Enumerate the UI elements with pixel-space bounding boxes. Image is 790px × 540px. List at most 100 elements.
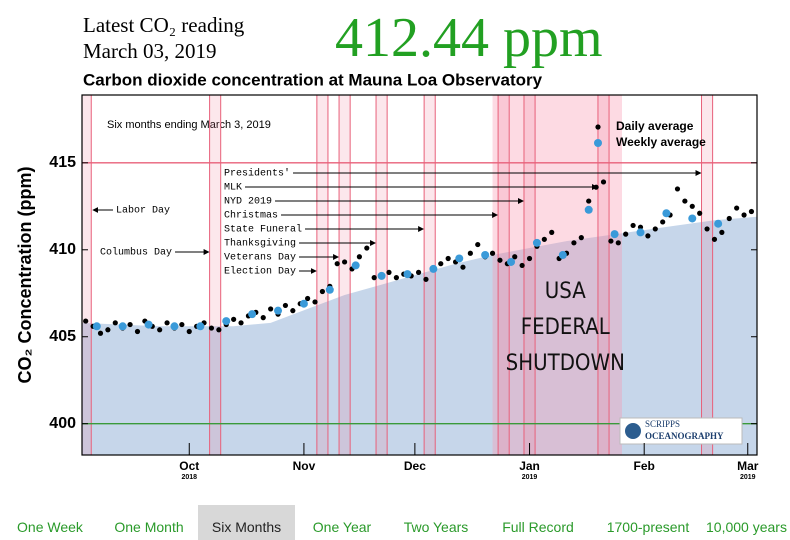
holiday-band — [338, 95, 351, 455]
daily-point — [689, 203, 695, 209]
daily-point — [438, 261, 444, 267]
x-tick-label: Feb — [634, 459, 655, 473]
weekly-point — [532, 238, 541, 247]
holiday-fill — [424, 95, 436, 455]
daily-point — [164, 320, 170, 326]
weekly-point — [429, 264, 438, 273]
holiday-fill — [316, 95, 328, 455]
daily-point — [356, 254, 362, 260]
x-tick-label: Dec — [404, 459, 426, 473]
daily-point — [157, 327, 163, 333]
daily-point — [674, 186, 681, 192]
daily-point — [475, 241, 481, 248]
chart-title: Carbon dioxide concentration at Mauna Lo… — [83, 70, 543, 89]
daily-point — [415, 269, 422, 275]
holiday-label: Thanksgiving — [224, 238, 296, 250]
daily-point — [711, 236, 718, 242]
holiday-fill — [209, 95, 221, 455]
daily-point — [127, 321, 133, 328]
holiday-band — [316, 95, 329, 455]
weekly-point — [248, 310, 257, 319]
holiday-band — [423, 95, 436, 455]
daily-point — [571, 240, 577, 246]
y-tick-label: 405 — [49, 328, 76, 345]
daily-point — [600, 179, 607, 185]
daily-point — [697, 210, 703, 216]
logo-emblem — [625, 423, 641, 439]
weekly-point — [118, 322, 127, 331]
daily-point — [615, 240, 621, 246]
x-year-label: 2019 — [522, 474, 538, 481]
daily-point — [467, 250, 473, 256]
range-tab[interactable]: Full Record — [502, 519, 574, 535]
range-tab[interactable]: One Week — [17, 519, 83, 535]
baseline-area — [82, 216, 757, 455]
holiday-band — [82, 95, 92, 455]
x-tick-label: Nov — [293, 459, 316, 473]
weekly-point — [144, 320, 153, 329]
daily-point — [719, 229, 725, 235]
weekly-point — [222, 317, 231, 326]
range-tab[interactable]: One Year — [312, 519, 372, 535]
holiday-label: Labor Day — [116, 205, 170, 217]
shutdown-label: SHUTDOWN — [506, 351, 625, 376]
holiday-band — [497, 95, 510, 455]
daily-point — [652, 226, 658, 232]
daily-point — [105, 327, 111, 333]
holiday-fill — [701, 95, 713, 455]
daily-point — [282, 302, 289, 309]
holiday-label: State Funeral — [224, 224, 302, 236]
daily-point — [682, 198, 688, 204]
holiday-label: Columbus Day — [100, 247, 172, 259]
holiday-label: MLK — [224, 183, 242, 194]
range-tab[interactable]: 1700-present — [606, 519, 690, 535]
daily-point — [268, 306, 274, 312]
holiday-band — [701, 95, 714, 455]
chart: Latest CO₂ reading March 03, 2019 412.44… — [15, 7, 759, 481]
daily-point — [238, 320, 244, 326]
daily-point — [460, 264, 466, 270]
x-tick-label: Jan — [519, 459, 540, 473]
weekly-point — [92, 322, 101, 331]
daily-point — [134, 328, 141, 335]
daily-point — [748, 208, 755, 215]
y-tick-label: 415 — [49, 154, 76, 171]
range-tab[interactable]: Two Years — [403, 519, 469, 535]
daily-point — [319, 288, 326, 295]
weekly-point — [610, 230, 619, 239]
weekly-point — [558, 251, 567, 259]
daily-point — [526, 255, 533, 262]
daily-point — [660, 219, 666, 225]
weekly-point — [274, 306, 283, 315]
holiday-label: Veterans Day — [224, 253, 296, 264]
holiday-band — [209, 95, 222, 455]
plot-frame — [81, 94, 758, 456]
weekly-point — [662, 209, 671, 218]
daily-point — [741, 212, 747, 218]
daily-point — [630, 222, 636, 229]
daily-point — [179, 321, 185, 328]
weekly-point — [325, 285, 334, 294]
shutdown-label: FEDERAL — [521, 315, 610, 340]
holiday-label: NYD 2019 — [224, 197, 272, 208]
x-year-label: 2018 — [181, 474, 197, 481]
holiday-band — [597, 95, 610, 455]
holiday-label: Presidents' — [224, 168, 290, 180]
holiday-label: Election Day — [224, 266, 296, 278]
daily-point — [512, 254, 518, 260]
weekly-point — [299, 299, 308, 308]
daily-point — [549, 229, 555, 235]
range-tab[interactable]: Six Months — [198, 505, 295, 540]
daily-point — [186, 328, 192, 335]
shutdown-label: USA — [545, 279, 586, 304]
daily-point — [623, 231, 629, 237]
daily-point — [726, 215, 732, 222]
daily-point — [231, 316, 237, 322]
shutdown-region — [492, 95, 622, 455]
range-tab[interactable]: One Month — [114, 519, 184, 535]
weekly-point — [584, 205, 593, 214]
daily-point — [393, 275, 399, 281]
x-tick-label: Mar — [737, 459, 759, 473]
range-tab[interactable]: 10,000 years — [706, 519, 787, 535]
